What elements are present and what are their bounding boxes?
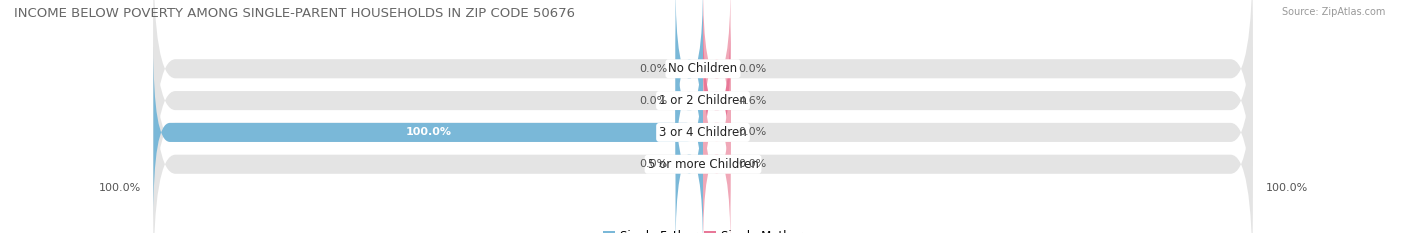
- Text: 4.6%: 4.6%: [738, 96, 768, 106]
- FancyBboxPatch shape: [153, 0, 1253, 218]
- Text: 0.0%: 0.0%: [738, 127, 768, 137]
- FancyBboxPatch shape: [703, 15, 731, 186]
- Text: 3 or 4 Children: 3 or 4 Children: [659, 126, 747, 139]
- FancyBboxPatch shape: [703, 47, 731, 218]
- Text: 0.0%: 0.0%: [638, 96, 668, 106]
- Text: Source: ZipAtlas.com: Source: ZipAtlas.com: [1281, 7, 1385, 17]
- FancyBboxPatch shape: [703, 0, 731, 155]
- FancyBboxPatch shape: [153, 47, 703, 218]
- Text: 100.0%: 100.0%: [1265, 183, 1308, 193]
- FancyBboxPatch shape: [675, 78, 703, 233]
- Text: 0.0%: 0.0%: [738, 64, 768, 74]
- FancyBboxPatch shape: [153, 15, 1253, 233]
- Text: 0.0%: 0.0%: [638, 64, 668, 74]
- Text: 100.0%: 100.0%: [98, 183, 141, 193]
- Text: 0.0%: 0.0%: [738, 159, 768, 169]
- Text: 0.0%: 0.0%: [638, 159, 668, 169]
- FancyBboxPatch shape: [675, 0, 703, 155]
- Text: No Children: No Children: [668, 62, 738, 75]
- Legend: Single Father, Single Mother: Single Father, Single Mother: [599, 225, 807, 233]
- Text: INCOME BELOW POVERTY AMONG SINGLE-PARENT HOUSEHOLDS IN ZIP CODE 50676: INCOME BELOW POVERTY AMONG SINGLE-PARENT…: [14, 7, 575, 20]
- Text: 5 or more Children: 5 or more Children: [648, 158, 758, 171]
- FancyBboxPatch shape: [153, 47, 1253, 233]
- FancyBboxPatch shape: [153, 0, 1253, 186]
- Text: 100.0%: 100.0%: [405, 127, 451, 137]
- FancyBboxPatch shape: [703, 78, 731, 233]
- Text: 1 or 2 Children: 1 or 2 Children: [659, 94, 747, 107]
- FancyBboxPatch shape: [675, 15, 703, 186]
